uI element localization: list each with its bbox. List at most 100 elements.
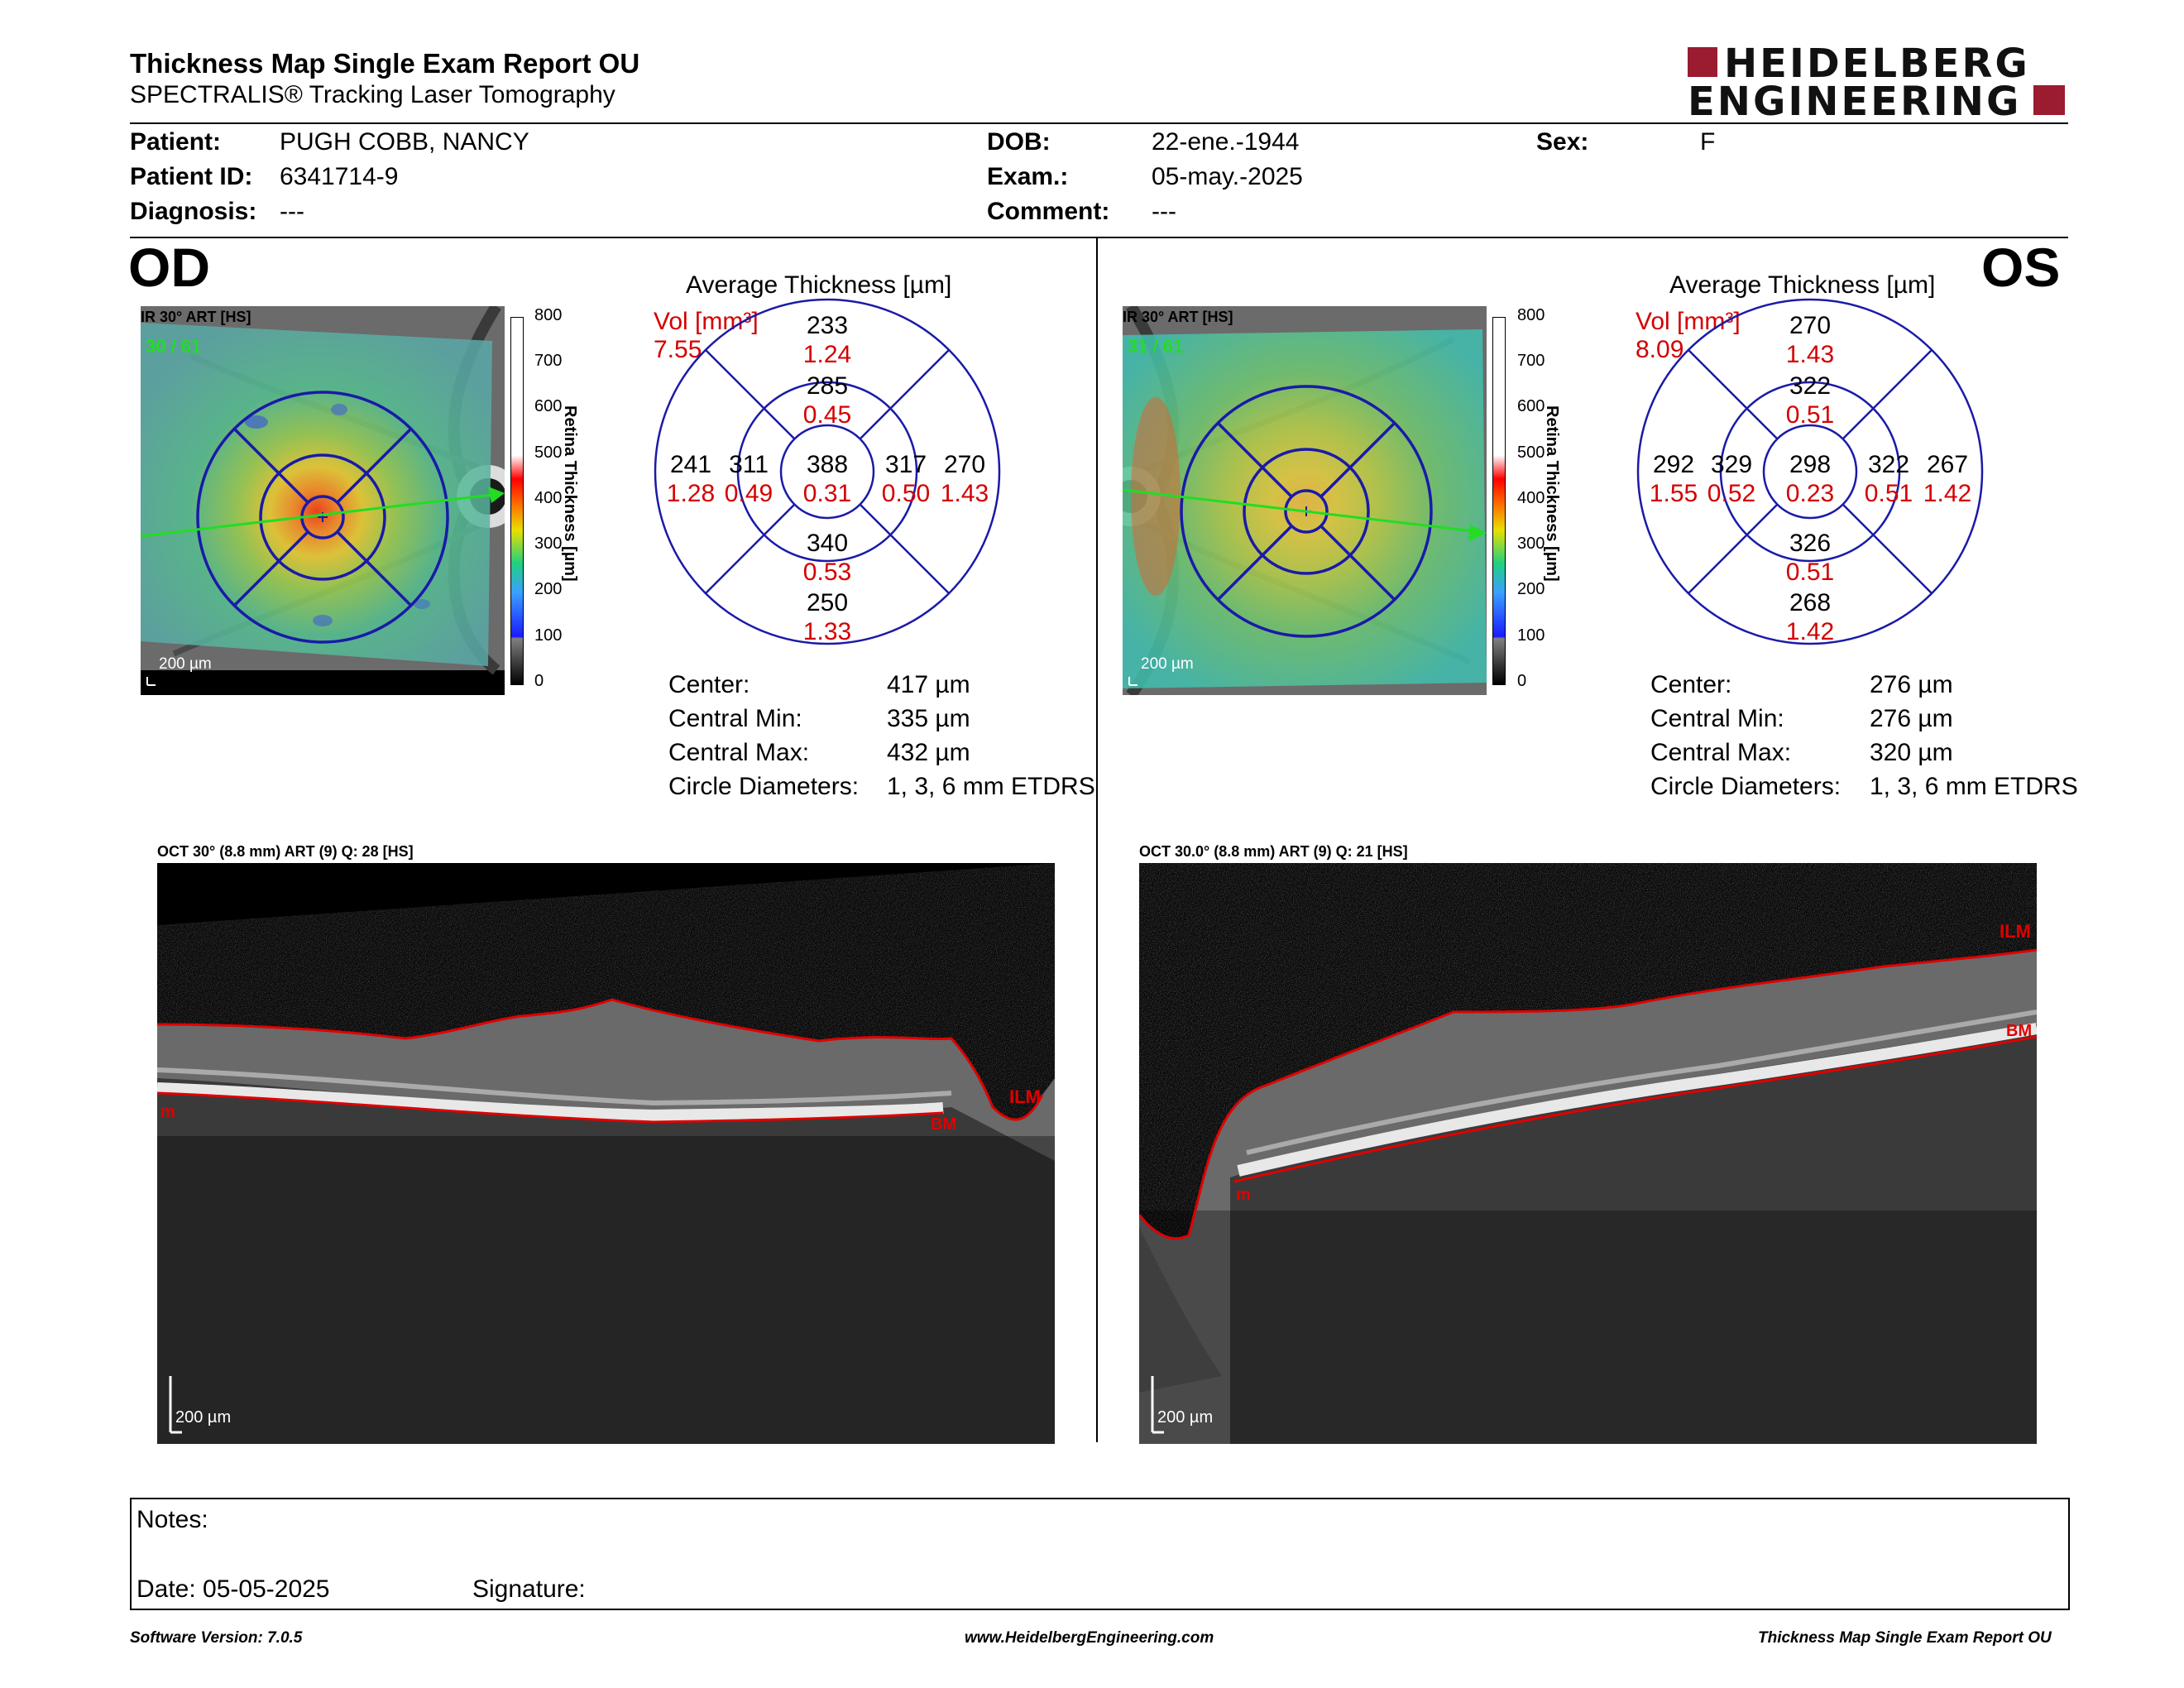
os-ilm-label: ILM: [2000, 921, 2031, 942]
logo-text-line1: HEIDELBERG: [1724, 41, 2030, 87]
os-outer-top-vol: 1.43: [1785, 341, 1835, 368]
os-inner-right-vol: 0.51: [1864, 480, 1913, 507]
patient-id: 6341714-9: [280, 163, 399, 190]
od-inner-bottom-vol: 0.53: [802, 559, 852, 586]
sex-value: F: [1700, 128, 1716, 156]
os-vol-value: 8.09: [1636, 336, 1684, 363]
os-center: 298: [1789, 451, 1832, 478]
od-oct-scan: 200 µm ILM BM m: [156, 863, 1055, 1444]
report-title: Thickness Map Single Exam Report OU: [130, 48, 640, 79]
os-oct-scale: 200 µm: [1157, 1408, 1214, 1427]
od-inner-right: 317: [884, 451, 927, 478]
od-stat-diam-label: Circle Diameters:: [668, 773, 860, 800]
od-outer-bottom: 250: [806, 589, 849, 616]
od-inner-top: 285: [806, 372, 849, 400]
od-tick-200: 200: [534, 580, 563, 598]
od-stat-center-label: Center:: [668, 671, 750, 698]
logo-text-line2: ENGINEERING: [1688, 79, 2022, 125]
os-stat-min-label: Central Min:: [1650, 705, 1784, 732]
od-outer-right: 270: [943, 451, 986, 478]
od-oct-label: OCT 30° (8.8 mm) ART (9) Q: 28 [HS]: [157, 843, 414, 860]
os-ir-counter: 31 / 61: [1128, 336, 1184, 357]
os-stat-center-label: Center:: [1650, 671, 1732, 698]
od-etdrs-grid: [654, 298, 1001, 645]
os-tick-400: 400: [1517, 489, 1545, 507]
os-inner-left: 329: [1710, 451, 1753, 478]
os-etdrs-grid: [1636, 298, 1984, 645]
od-outer-right-vol: 1.43: [940, 480, 989, 507]
od-ilm-label: ILM: [1009, 1086, 1041, 1107]
od-tick-100: 100: [534, 626, 563, 645]
logo-square-icon-2: [2033, 85, 2065, 115]
os-inner-top-vol: 0.51: [1785, 401, 1835, 429]
od-tick-500: 500: [534, 444, 563, 462]
od-outer-left-vol: 1.28: [666, 480, 716, 507]
od-ir-label: IR 30° ART [HS]: [141, 309, 251, 325]
website-link[interactable]: www.HeidelbergEngineering.com: [965, 1629, 1214, 1647]
od-thickness-map: 30 / 61 200 µm: [140, 303, 520, 695]
os-vol-label: Vol [mm³]: [1636, 308, 1741, 335]
header-divider: [130, 122, 2068, 124]
od-avg-title: Average Thickness [µm]: [686, 271, 952, 299]
diagnosis-value: ---: [280, 198, 304, 225]
od-inner-bottom: 340: [806, 530, 849, 557]
os-bm-label: BM: [2006, 1022, 2033, 1040]
os-outer-top: 270: [1789, 312, 1832, 339]
od-tick-700: 700: [534, 352, 563, 370]
os-inner-top: 322: [1789, 372, 1832, 400]
comment-value: ---: [1152, 198, 1176, 225]
os-center-vol: 0.23: [1785, 480, 1835, 507]
od-center: 388: [806, 451, 849, 478]
os-outer-left: 292: [1652, 451, 1695, 478]
od-stat-min-label: Central Min:: [668, 705, 802, 732]
patient-name: PUGH COBB, NANCY: [280, 128, 529, 156]
date-label: Date: 05-05-2025: [136, 1575, 330, 1603]
od-colorbar-title: Retina Thickness [µm]: [561, 405, 579, 582]
diagnosis-label: Diagnosis:: [130, 198, 257, 225]
os-colorbar-ticks: 800 700 600 500 400 300 200 100 0: [1517, 306, 1550, 695]
od-stat-diam-value: 1, 3, 6 mm ETDRS: [887, 773, 1095, 800]
os-tick-300: 300: [1517, 535, 1545, 553]
od-colorbar-ticks: 800 700 600 500 400 300 200 100 0: [534, 306, 568, 695]
os-avg-title: Average Thickness [µm]: [1669, 271, 1936, 299]
od-stat-min-value: 335 µm: [887, 705, 970, 732]
dob-value: 22-ene.-1944: [1152, 128, 1300, 156]
os-stat-diam-label: Circle Diameters:: [1650, 773, 1842, 800]
od-tick-0: 0: [534, 672, 544, 690]
os-inner-right: 322: [1867, 451, 1910, 478]
os-outer-bottom: 268: [1789, 589, 1832, 616]
od-stat-max-label: Central Max:: [668, 739, 810, 766]
os-eye-label: OS: [1981, 237, 2061, 298]
report-subtitle: SPECTRALIS® Tracking Laser Tomography: [130, 81, 615, 108]
od-tick-400: 400: [534, 489, 563, 507]
od-vol-label: Vol [mm³]: [654, 308, 759, 335]
os-colorbar-title: Retina Thickness [µm]: [1543, 405, 1561, 582]
os-outer-bottom-vol: 1.42: [1785, 618, 1835, 645]
os-tick-800: 800: [1517, 306, 1545, 324]
od-vol-value: 7.55: [654, 336, 702, 363]
od-inner-top-vol: 0.45: [802, 401, 852, 429]
os-stat-max-value: 320 µm: [1870, 739, 1953, 766]
od-tick-300: 300: [534, 535, 563, 553]
notes-box[interactable]: Notes: Date: 05-05-2025 Signature:: [130, 1498, 2070, 1610]
os-ir-label: IR 30° ART [HS]: [1123, 309, 1233, 325]
software-version: Software Version: 7.0.5: [130, 1629, 303, 1647]
os-tick-200: 200: [1517, 580, 1545, 598]
od-outer-left: 241: [669, 451, 712, 478]
signature-label: Signature:: [472, 1575, 586, 1603]
od-eye-label: OD: [128, 237, 210, 298]
exam-label: Exam.:: [987, 163, 1069, 190]
od-tick-800: 800: [534, 306, 563, 324]
os-stat-min-value: 276 µm: [1870, 705, 1953, 732]
patient-label: Patient:: [130, 128, 222, 156]
eye-divider: [1096, 238, 1098, 1442]
os-outer-right: 267: [1926, 451, 1969, 478]
dob-label: DOB:: [987, 128, 1051, 156]
comment-label: Comment:: [987, 198, 1110, 225]
os-inner-left-vol: 0.52: [1707, 480, 1756, 507]
od-inner-left: 311: [729, 451, 769, 478]
od-outer-top: 233: [806, 312, 849, 339]
od-stat-center-value: 417 µm: [887, 671, 970, 698]
os-inner-bottom-vol: 0.51: [1785, 559, 1835, 586]
notes-label: Notes:: [136, 1506, 208, 1533]
